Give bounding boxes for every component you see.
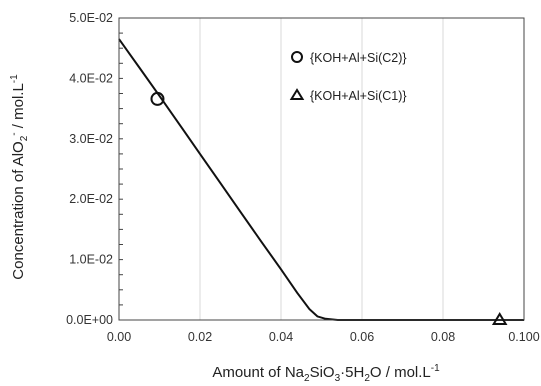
y-axis-title: Concentration of AlO2- / mol.L-1 [9,74,30,280]
x-tick-label: 0.04 [269,330,293,344]
x-axis-title: Amount of Na2SiO3·5H2O / mol.L-1 [212,363,440,384]
y-tick-label: 0.0E+00 [66,313,113,327]
x-tick-label: 0.100 [508,330,539,344]
legend-triangle-marker [289,88,305,100]
plot-area-frame [118,17,525,321]
y-tick-labels: 0.0E+00 1.0E-02 2.0E-02 3.0E-02 4.0E-02 5.0E-… [66,11,113,327]
x-tick-label: 0.08 [431,330,455,344]
model-curve-line [118,38,524,321]
x-tick-label: 0.06 [350,330,374,344]
y-tick-label: 2.0E-02 [69,192,113,206]
x-tick-label: 0.02 [188,330,212,344]
legend-label-c2: {KOH+Al+Si(C2)} [310,51,407,65]
legend: {KOH+Al+Si(C2)} {KOH+Al+Si(C1)} [289,51,407,103]
y-tick-label: 1.0E-02 [69,253,113,267]
legend-circle-marker [291,51,303,63]
markers [150,91,508,325]
x-tick-labels: 0.00 0.02 0.04 0.06 0.08 0.100 [107,330,540,344]
x-tick-label: 0.00 [107,330,131,344]
data-point-c1-triangle [491,312,508,325]
y-tick-label: 4.0E-02 [69,71,113,85]
y-tick-label: 3.0E-02 [69,132,113,146]
legend-label-c1: {KOH+Al+Si(C1)} [310,89,407,103]
data-point-c2-circle [150,91,165,106]
minor-ticks [119,32,123,306]
y-tick-label: 5.0E-02 [69,11,113,25]
